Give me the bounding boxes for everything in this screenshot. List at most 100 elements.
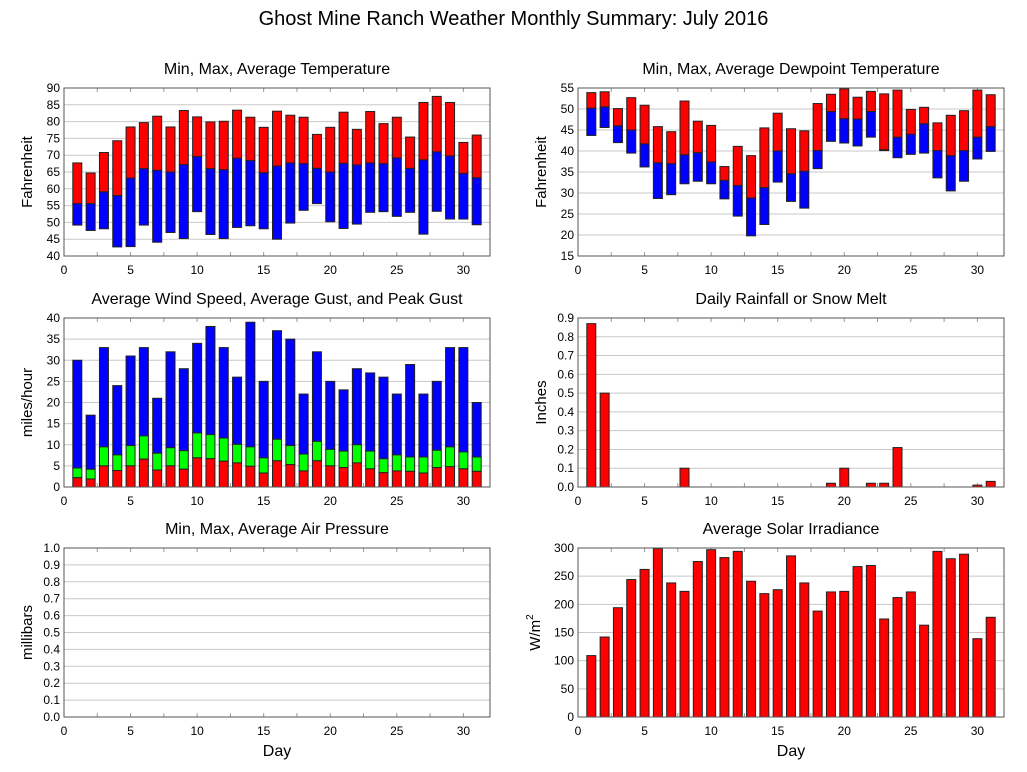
wind-bar-avg-gust: [152, 452, 163, 471]
solar-bar: [945, 558, 956, 718]
pressure-xtick-label: 15: [257, 724, 271, 738]
dewpoint-bar-avg-max: [692, 120, 703, 154]
wind-xtick-label: 10: [190, 494, 204, 508]
rainfall-xtick-label: 10: [704, 494, 718, 508]
dewpoint-bar-min-avg: [972, 136, 983, 160]
wind-bar-peak-gust: [232, 376, 243, 445]
temperature-bar-min-avg: [72, 203, 83, 226]
wind-bar-peak-gust: [178, 368, 189, 452]
solar-ytick-label: 250: [554, 569, 574, 583]
temperature-bar-min-avg: [285, 162, 296, 224]
temperature-plot-frame: [63, 87, 491, 257]
wind-bar-peak-gust: [285, 338, 296, 447]
wind-xtick-label: 30: [457, 494, 471, 508]
dewpoint-bar-avg-max: [786, 128, 796, 175]
temperature-bar-min-avg: [272, 165, 282, 240]
temperature-xtick-label: 0: [61, 263, 68, 277]
wind-bar-avg-speed: [258, 472, 269, 488]
solar-bar: [599, 636, 610, 718]
wind-ytick-label: 20: [47, 396, 61, 410]
dewpoint-xtick-label: 0: [575, 263, 582, 277]
pressure-xtick-label: 25: [390, 724, 404, 738]
wind-bar-peak-gust: [471, 402, 482, 458]
wind-bar-avg-speed: [245, 465, 256, 488]
wind-bar-peak-gust: [85, 414, 96, 470]
pressure-ytick-label: 0.1: [43, 693, 60, 707]
wind-bar-peak-gust: [258, 380, 269, 459]
dewpoint-bar-min-avg: [892, 136, 903, 159]
wind-bar-peak-gust: [218, 347, 229, 439]
pressure-ytick-label: 0.3: [43, 659, 60, 673]
solar-ytick-label: 300: [554, 541, 574, 555]
solar-xtick-label: 0: [575, 724, 582, 738]
temperature-bar-min-avg: [311, 167, 322, 205]
temperature-bar-min-avg: [431, 151, 442, 212]
temperature-ytick-label: 50: [47, 215, 61, 229]
temperature-title: Min, Max, Average Temperature: [164, 61, 390, 78]
rainfall-xtick-label: 25: [904, 494, 918, 508]
dewpoint-bar-min-avg: [719, 179, 730, 200]
temperature-bar-min-avg: [232, 157, 243, 228]
solar-ytick-label: 150: [554, 626, 574, 640]
dewpoint-bar-avg-max: [706, 124, 717, 163]
wind-bar-peak-gust: [205, 325, 216, 436]
dewpoint-bar-min-avg: [839, 118, 850, 144]
temperature-xtick-label: 10: [190, 263, 204, 277]
dewpoint-bar-min-avg: [679, 154, 690, 185]
dewpoint-bar-min-avg: [706, 161, 717, 185]
temperature-bar-avg-max: [165, 126, 176, 173]
temperature-bar-avg-max: [138, 122, 149, 170]
temperature-bar-avg-max: [125, 126, 136, 179]
wind-bar-avg-gust: [205, 434, 216, 460]
solar-plot-frame: [577, 547, 1005, 718]
dewpoint-bar-avg-max: [799, 130, 810, 172]
wind-bar-avg-gust: [458, 451, 469, 470]
wind-bar-avg-gust: [285, 445, 296, 466]
wind-bar-avg-gust: [338, 450, 349, 469]
wind-bar-avg-gust: [138, 435, 149, 460]
wind-xtick-label: 20: [324, 494, 338, 508]
wind-bar-peak-gust: [125, 355, 136, 447]
solar-ytick-label: 0: [567, 710, 574, 724]
rainfall-plot-frame: [577, 317, 1005, 488]
dewpoint-ytick-label: 25: [561, 207, 575, 221]
temperature-bar-min-avg: [298, 163, 309, 211]
wind-bar-avg-gust: [311, 440, 322, 462]
temperature-bar-avg-max: [285, 114, 296, 164]
dewpoint-bar-avg-max: [666, 131, 677, 165]
dewpoint-bar-min-avg: [812, 150, 823, 170]
rainfall-xtick-label: 20: [838, 494, 852, 508]
rainfall-xtick-label: 30: [971, 494, 985, 508]
rainfall-ytick-label: 0.1: [557, 461, 574, 475]
temperature-bar-min-avg: [391, 157, 402, 217]
temperature-bar-min-avg: [85, 203, 96, 231]
dewpoint-bar-avg-max: [959, 110, 970, 152]
solar-bar: [959, 553, 970, 718]
wind-ylabel: miles/hour: [19, 368, 36, 437]
wind-bar-avg-gust: [85, 468, 96, 480]
dewpoint-bar-min-avg: [692, 152, 703, 182]
solar-ytick-label: 50: [561, 682, 575, 696]
dewpoint-bar-min-avg: [825, 111, 836, 142]
rainfall-bar: [586, 323, 597, 488]
solar-bar: [919, 624, 930, 718]
temperature-bar-avg-max: [112, 140, 123, 197]
wind-ytick-label: 15: [47, 417, 61, 431]
temperature-bar-avg-max: [178, 110, 189, 166]
rainfall-bar: [892, 447, 903, 488]
temperature-bar-avg-max: [272, 110, 282, 167]
dewpoint-bar-avg-max: [852, 96, 863, 120]
wind-ytick-label: 5: [53, 459, 60, 473]
solar-bar: [879, 618, 890, 718]
wind-bar-avg-speed: [205, 458, 216, 488]
wind-bar-avg-gust: [218, 437, 229, 462]
wind-ytick-label: 10: [47, 438, 61, 452]
temperature-bar-min-avg: [378, 163, 389, 213]
temperature-bar-avg-max: [431, 95, 442, 153]
dewpoint-bar-min-avg: [959, 150, 970, 182]
wind-bar-peak-gust: [152, 397, 163, 454]
pressure-ylabel: millibars: [19, 605, 36, 660]
dewpoint-bar-min-avg: [732, 184, 743, 217]
solar-xtick-label: 25: [904, 724, 918, 738]
